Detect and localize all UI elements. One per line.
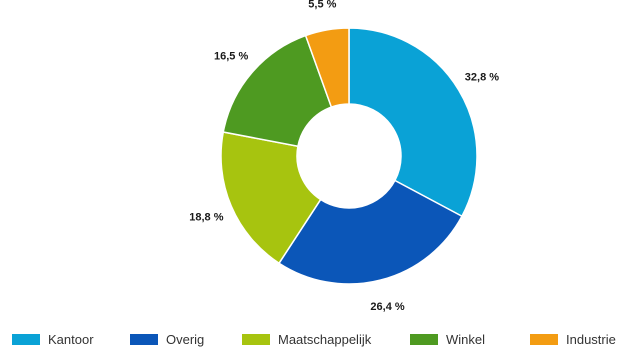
legend-label-maatschappelijk: Maatschappelijk xyxy=(278,332,372,347)
legend-item-industrie: Industrie xyxy=(530,332,616,347)
slice-label-winkel: 16,5 % xyxy=(214,50,248,62)
slice-winkel xyxy=(222,34,333,148)
slice-label-maatschappelijk: 18,8 % xyxy=(189,212,223,224)
legend-item-maatschappelijk: Maatschappelijk xyxy=(242,332,371,347)
slice-kantoor xyxy=(348,27,478,218)
legend-swatch-overig xyxy=(130,334,158,345)
slice-overig xyxy=(278,179,463,285)
slice-label-kantoor: 32,8 % xyxy=(465,71,499,83)
slice-label-overig: 26,4 % xyxy=(370,301,404,313)
slice-maatschappelijk xyxy=(220,131,322,265)
legend-label-winkel: Winkel xyxy=(446,332,486,347)
legend-swatch-winkel xyxy=(410,334,438,345)
legend-item-winkel: Winkel xyxy=(410,332,485,347)
slice-industrie xyxy=(304,27,350,109)
donut-chart-svg: 32,8 % 26,4 % 18,8 % 16,5 % 5,5 % xyxy=(189,0,499,313)
legend-label-overig: Overig xyxy=(166,332,205,347)
slice-label-industrie: 5,5 % xyxy=(308,0,336,10)
legend-item-kantoor: Kantoor xyxy=(12,332,94,347)
legend-swatch-kantoor xyxy=(12,334,40,345)
legend-item-overig: Overig xyxy=(130,332,204,347)
legend-label-kantoor: Kantoor xyxy=(48,332,94,347)
legend-swatch-industrie xyxy=(530,334,558,345)
legend-swatch-maatschappelijk xyxy=(242,334,270,345)
legend-label-industrie: Industrie xyxy=(566,332,616,347)
chart-legend: Kantoor Overig Maatschappelijk Winkel In… xyxy=(0,332,624,352)
